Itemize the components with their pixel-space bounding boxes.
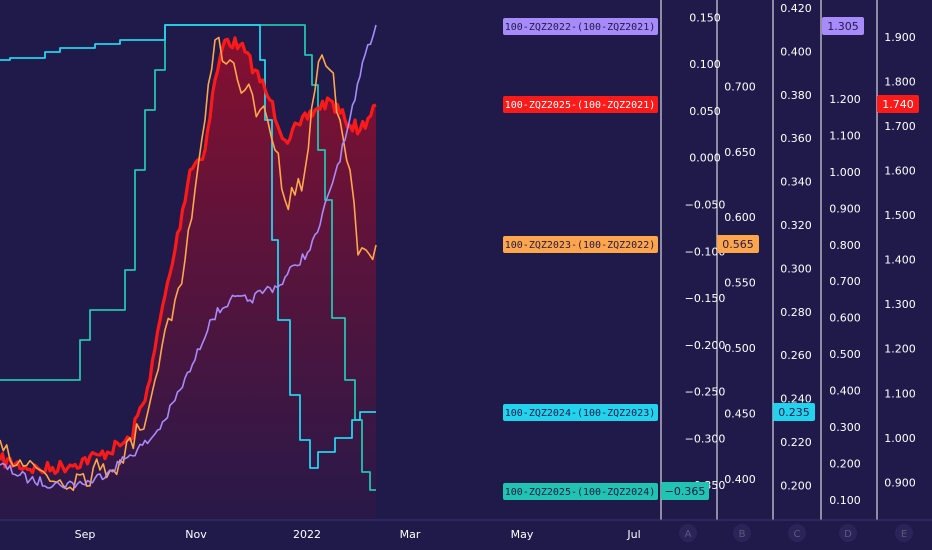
tick-a-9: −0.300 xyxy=(685,432,726,445)
area-100-zqz2025-100-zqz2021 xyxy=(0,37,376,519)
x-tick-2: 2022 xyxy=(293,528,321,541)
series-line-3[interactable] xyxy=(0,24,376,469)
tick-e-1: 1.800 xyxy=(884,75,916,88)
series-label-bg-0 xyxy=(503,18,658,35)
tick-c-2: 0.380 xyxy=(780,89,812,102)
tick-d-2: 1.100 xyxy=(829,130,861,143)
last-value-tag-3: 0.235 xyxy=(778,406,810,419)
tick-e-0: 1.900 xyxy=(884,31,916,44)
tick-a-2: 0.050 xyxy=(689,105,721,118)
tick-e-10: 0.900 xyxy=(884,476,916,489)
series-line-4[interactable] xyxy=(0,24,376,491)
tick-d-5: 0.800 xyxy=(829,239,861,252)
tick-e-5: 1.400 xyxy=(884,254,916,267)
tick-d-4: 0.900 xyxy=(829,202,861,215)
tick-a-1: 0.100 xyxy=(689,58,721,71)
axis-button-d[interactable] xyxy=(839,524,857,542)
tick-c-0: 0.420 xyxy=(780,2,812,15)
tick-d-11: 0.200 xyxy=(829,457,861,470)
axis-button-label-e: E xyxy=(901,529,907,540)
tick-a-0: 0.150 xyxy=(689,11,721,24)
tick-b-3: 0.550 xyxy=(724,277,756,290)
series-label-2: 100-ZQZ2023-(100-ZQZ2022) xyxy=(505,240,656,251)
last-value-tag-4: −0.365 xyxy=(665,485,706,498)
x-tick-3: Mar xyxy=(400,528,421,541)
tick-d-3: 1.000 xyxy=(829,166,861,179)
last-value-tag-0: 1.305 xyxy=(827,20,859,33)
x-tick-4: May xyxy=(511,528,534,541)
series-labels: 100-ZQZ2022-(100-ZQZ2021) 100-ZQZ2025-(10… xyxy=(503,17,919,500)
tick-e-9: 1.000 xyxy=(884,432,916,445)
series-label-bg-4 xyxy=(503,483,658,500)
last-value-tag-bg-0 xyxy=(822,17,864,35)
series-label-bg-1 xyxy=(503,96,658,113)
last-value-tag-bg-2 xyxy=(717,235,759,253)
tick-a-4: −0.050 xyxy=(685,199,726,212)
tick-c-9: 0.240 xyxy=(780,393,812,406)
x-tick-0: Sep xyxy=(75,528,96,541)
last-value-tag-1: 1.740 xyxy=(882,98,914,111)
tick-e-2: 1.700 xyxy=(884,120,916,133)
x-tick-5: Jul xyxy=(626,528,640,541)
plot-area[interactable] xyxy=(0,24,377,519)
tick-d-10: 0.300 xyxy=(829,421,861,434)
tick-d-8: 0.500 xyxy=(829,348,861,361)
tick-d-7: 0.600 xyxy=(829,312,861,325)
series-label-bg-3 xyxy=(503,404,658,421)
last-value-tag-bg-1 xyxy=(877,95,919,113)
series-line-0[interactable] xyxy=(0,24,377,490)
axis-button-c[interactable] xyxy=(788,524,806,542)
axis-button-e[interactable] xyxy=(895,524,913,542)
tick-c-6: 0.300 xyxy=(780,262,812,275)
series-line-1[interactable] xyxy=(0,36,377,475)
tick-d-12: 0.100 xyxy=(829,494,861,507)
tick-e-4: 1.500 xyxy=(884,209,916,222)
tick-d-6: 0.700 xyxy=(829,275,861,288)
tick-b-5: 0.450 xyxy=(724,407,756,420)
tick-b-1: 0.650 xyxy=(724,146,756,159)
tick-b-0: 0.700 xyxy=(724,80,756,93)
tick-d-1: 1.200 xyxy=(829,93,861,106)
tick-b-2: 0.600 xyxy=(724,211,756,224)
tick-c-5: 0.320 xyxy=(780,219,812,232)
tick-c-4: 0.340 xyxy=(780,176,812,189)
axis-button-b[interactable] xyxy=(733,524,751,542)
tick-e-3: 1.600 xyxy=(884,165,916,178)
x-tick-1: Nov xyxy=(185,528,207,541)
tick-a-5: −0.100 xyxy=(685,245,726,258)
series-label-bg-2 xyxy=(503,236,658,253)
tick-b-4: 0.500 xyxy=(724,342,756,355)
last-value-tag-bg-3 xyxy=(773,403,815,421)
tick-d-9: 0.400 xyxy=(829,385,861,398)
tick-c-10: 0.220 xyxy=(780,436,812,449)
tick-a-3: 0.000 xyxy=(689,152,721,165)
tick-c-3: 0.360 xyxy=(780,132,812,145)
tick-e-7: 1.200 xyxy=(884,343,916,356)
axis-button-label-d: D xyxy=(844,529,852,540)
tick-c-7: 0.280 xyxy=(780,306,812,319)
tick-c-8: 0.260 xyxy=(780,349,812,362)
series-line-2[interactable] xyxy=(0,36,377,492)
axis-button-a[interactable] xyxy=(679,524,697,542)
axis-button-label-b: B xyxy=(739,529,746,540)
tick-c-1: 0.400 xyxy=(780,45,812,58)
axis-button-label-c: C xyxy=(794,529,801,540)
series-label-1: 100-ZQZ2025-(100-ZQZ2021) xyxy=(505,100,656,111)
time-axis[interactable]: Sep Nov 2022 Mar May Jul xyxy=(0,519,932,541)
tick-a-6: −0.150 xyxy=(685,292,726,305)
last-value-tag-2: 0.565 xyxy=(722,238,754,251)
series-label-3: 100-ZQZ2024-(100-ZQZ2023) xyxy=(505,408,656,419)
tick-a-7: −0.200 xyxy=(685,339,726,352)
tick-e-8: 1.100 xyxy=(884,387,916,400)
tick-a-8: −0.250 xyxy=(685,386,726,399)
tick-e-6: 1.300 xyxy=(884,298,916,311)
series-label-0: 100-ZQZ2022-(100-ZQZ2021) xyxy=(505,22,656,33)
tick-c-11: 0.200 xyxy=(780,479,812,492)
tick-b-6: 0.400 xyxy=(724,473,756,486)
series-label-4: 100-ZQZ2025-(100-ZQZ2024) xyxy=(505,487,656,498)
price-scales: 0.150 0.100 0.050 0.000 −0.050 −0.100 −0.150 −0… xyxy=(660,0,916,542)
last-value-tag-bg-4 xyxy=(661,482,709,500)
axis-button-label-a: A xyxy=(685,529,692,540)
